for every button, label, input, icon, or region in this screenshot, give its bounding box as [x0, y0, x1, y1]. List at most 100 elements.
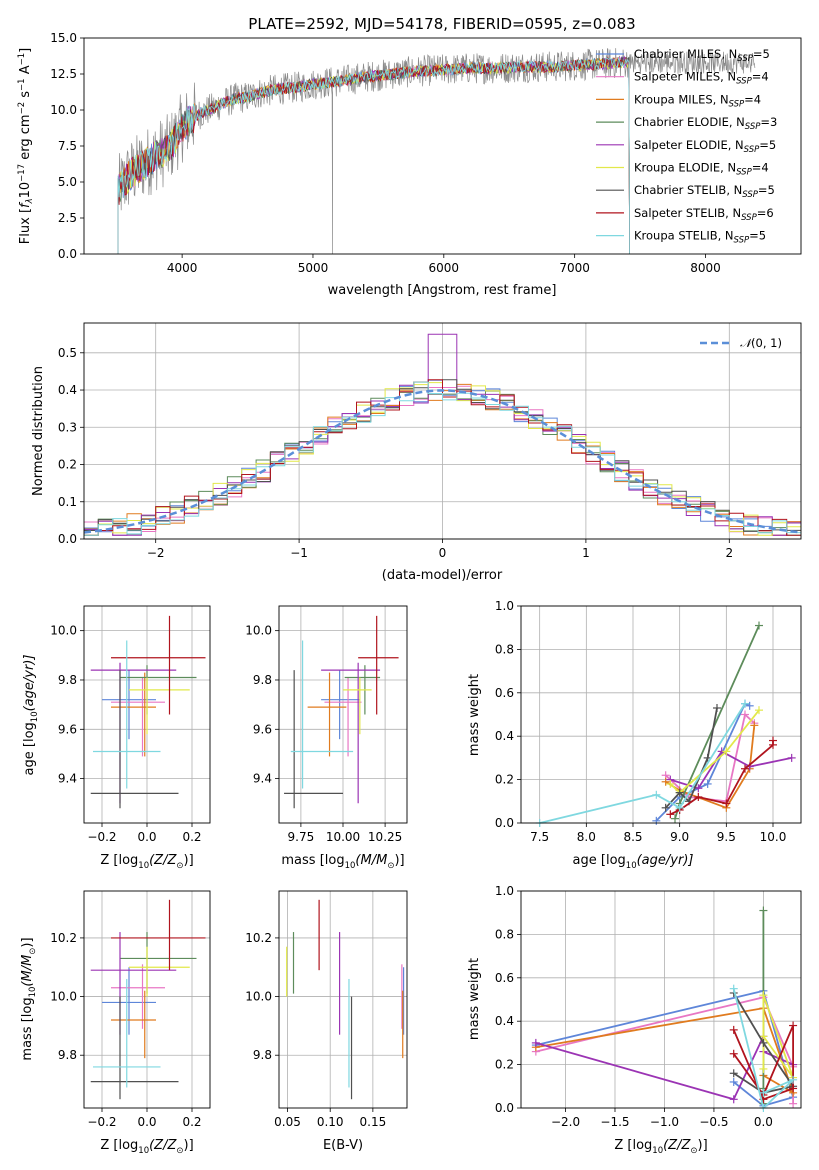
spectrum-x-tick-label: 7000: [559, 261, 590, 275]
normal-curve: [84, 389, 801, 534]
wZ-line-kroupa_miles: [535, 1007, 795, 1095]
residuals-frame: [83, 322, 802, 540]
spectrum-y-label: Flux [fλ10−17 erg cm−2 s−1 A−1]: [17, 48, 35, 244]
legend-model: Salpeter STELIB, N: [634, 206, 741, 220]
wAge-marker-chabrier_stelib: [713, 703, 721, 712]
spectrum-x-label: wavelength [Angstrom, rest frame]: [328, 283, 557, 298]
spectrum-y-tick-label: 2.5: [58, 211, 77, 225]
mass-vs-metallicity-panel: −0.2 0.0 0.2 9.8 10.0 10.2: [50, 890, 211, 1129]
wAge-y-tick-label: 0.0: [495, 816, 514, 830]
legend-sub: SSP: [741, 213, 757, 223]
wZ-y-tick-label: 0.0: [495, 1101, 514, 1115]
wAge-marker-chabrier_elodie: [755, 621, 763, 630]
wAge-marker-kroupa_elodie: [722, 747, 731, 756]
wAge-y-tick-label: 0.8: [495, 642, 514, 656]
ageZ-x-tick-label: −0.2: [87, 830, 116, 844]
wAge-marker-kroupa_miles: [661, 777, 670, 786]
wZ-marker-kroupa_stelib: [789, 1075, 798, 1084]
mE-y-tick-label: 10.0: [245, 990, 272, 1004]
residual-hist-kroupa_stelib: [84, 381, 801, 536]
wAge-y-tick-label: 0.2: [495, 773, 514, 787]
wZ-marker-salpeter_miles: [789, 1099, 798, 1108]
legend-sub: SSP: [736, 77, 752, 87]
wAge-marker-chabrier_miles: [703, 779, 712, 788]
residuals-x-tick-label: 0: [439, 546, 447, 560]
legend-sub: SSP: [729, 99, 745, 109]
residuals-y-tick-label: 0.0: [58, 532, 77, 546]
wZ-marker-chabrier_elodie: [759, 906, 768, 915]
legend-label-chabrier_elodie: Chabrier ELODIE, NSSP=3: [634, 115, 777, 132]
spectrum-y-tick-label: 10.0: [50, 103, 77, 117]
legend-count: =3: [760, 115, 777, 129]
mZ-x-tick-label: −0.2: [87, 1115, 116, 1129]
legend-model: Salpeter MILES, N: [634, 70, 736, 84]
wZ-marker-chabrier_miles: [729, 1077, 738, 1086]
legend-sub: SSP: [734, 236, 750, 246]
mZ-y-tick-label: 10.0: [50, 990, 77, 1004]
wZ-marker-salpeter_stelib: [789, 1021, 798, 1030]
spectrum-frame: [83, 37, 802, 255]
wZ-y-tick-label: 0.4: [495, 1014, 514, 1028]
wAge-y-tick-label: 1.0: [495, 599, 514, 613]
residuals-y-tick-label: 0.5: [58, 346, 77, 360]
wAge-x-label: age [log10(age/yr)]: [573, 853, 694, 871]
ageZ-y-tick-label: 9.4: [58, 772, 77, 786]
mE-grid: [279, 891, 407, 1108]
ageM-y-tick-label: 9.4: [253, 772, 272, 786]
wZ-x-tick-label: −0.5: [699, 1115, 728, 1129]
legend-count: =5: [753, 47, 770, 61]
spectrum-model-kroupa_stelib: [117, 57, 630, 254]
spectrum-panel: 4000 5000 6000 7000 8000 0.0 2.5 5.0 7.5 10.0 12.5…: [50, 31, 802, 275]
legend-label-salpeter_elodie: Salpeter ELODIE, NSSP=5: [634, 138, 776, 155]
residuals-panel: −2 −1 0 1 2 0.0 0.1 0.2 0.3 0.4 0.5: [58, 322, 802, 560]
legend-count: =4: [752, 70, 769, 84]
mZ-y-tick-label: 10.2: [50, 931, 77, 945]
ageM-x-tick-label: 9.75: [288, 830, 315, 844]
wAge-x-tick-label: 9.5: [717, 830, 736, 844]
mE-x-label: E(B-V): [323, 1138, 363, 1153]
figure-title: PLATE=2592, MJD=54178, FIBERID=0595, z=0…: [248, 15, 635, 33]
wZ-line-kroupa_elodie: [762, 994, 794, 1079]
legend-count: =6: [757, 206, 774, 220]
ageZ-x-tick-label: 0.2: [182, 830, 201, 844]
wAge-y-tick-label: 0.6: [495, 686, 514, 700]
residuals-x-label: (data-model)/error: [382, 568, 503, 583]
wAge-marker-kroupa_miles: [750, 721, 759, 730]
wAge-x-tick-label: 9.0: [670, 830, 689, 844]
residuals-x-tick-label: −1: [290, 546, 308, 560]
age-vs-mass-panel: 9.75 10.00 10.25 9.4 9.6 9.8 10.0: [245, 605, 408, 844]
spectrum-y-tick-label: 5.0: [58, 175, 77, 189]
mE-y-tick-label: 9.8: [253, 1048, 272, 1062]
legend-count: =5: [749, 229, 766, 243]
legend-model: Salpeter ELODIE, N: [634, 138, 744, 152]
ageM-x-tick-label: 10.25: [368, 830, 402, 844]
legend-model: Kroupa MILES, N: [634, 92, 729, 106]
wAge-marker-salpeter_stelib: [694, 792, 703, 801]
residuals-y-tick-label: 0.1: [58, 495, 77, 509]
wAge-y-tick-label: 0.4: [495, 729, 514, 743]
mE-x-tick-label: 0.15: [360, 1115, 387, 1129]
ageZ-y-tick-label: 9.8: [58, 673, 77, 687]
mZ-grid: [84, 891, 210, 1108]
wZ-x-tick-label: −1.5: [600, 1115, 629, 1129]
wAge-marker-salpeter_elodie: [694, 784, 703, 793]
wZ-y-label: mass weight: [467, 958, 482, 1040]
spectrum-y-tick-label: 15.0: [50, 31, 77, 45]
mZ-x-tick-label: 0.0: [137, 1115, 156, 1129]
mE-y-tick-label: 10.2: [245, 931, 272, 945]
wZ-frame: [520, 890, 802, 1109]
weight-vs-age-panel: 7.5 8.0 8.5 9.0 9.5 10.0 0.0 0.2 0.4 0.6 0.8 1.0: [495, 599, 802, 844]
wAge-marker-chabrier_miles: [745, 701, 754, 710]
legend-label-salpeter_stelib: Salpeter STELIB, NSSP=6: [634, 206, 774, 223]
wAge-marker-kroupa_elodie: [666, 779, 675, 788]
legend-sub: SSP: [744, 145, 760, 155]
wAge-x-tick-label: 8.0: [577, 830, 596, 844]
legend-model: Kroupa STELIB, N: [634, 229, 734, 243]
wAge-line-kroupa_stelib: [539, 703, 746, 824]
wAge-marker-salpeter_stelib: [722, 799, 731, 808]
wAge-x-tick-label: 8.5: [623, 830, 642, 844]
weight-vs-metallicity-panel: −2.0 −1.5 −1.0 −0.5 0.0 0.0 0.2 0.4 0.6 0.8 1.0: [495, 884, 802, 1129]
legend-label-chabrier_miles: Chabrier MILES, NSSP=5: [634, 47, 770, 64]
wZ-marker-chabrier_stelib: [759, 1038, 768, 1047]
wZ-marker-salpeter_stelib: [729, 1049, 738, 1058]
